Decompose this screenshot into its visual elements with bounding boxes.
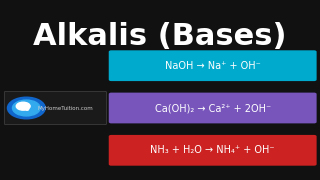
Text: NH₃ + H₂O → NH₄⁺ + OH⁻: NH₃ + H₂O → NH₄⁺ + OH⁻ [150,145,275,155]
FancyBboxPatch shape [109,93,316,123]
Text: Alkalis (Bases): Alkalis (Bases) [33,21,287,51]
FancyBboxPatch shape [109,135,316,166]
Circle shape [7,97,45,119]
Circle shape [16,102,30,110]
FancyBboxPatch shape [109,50,316,81]
FancyBboxPatch shape [4,91,107,125]
Text: 6: 6 [23,103,29,112]
Text: NaOH → Na⁺ + OH⁻: NaOH → Na⁺ + OH⁻ [165,61,260,71]
Text: MyHomeTuition.com: MyHomeTuition.com [38,105,93,111]
Circle shape [12,100,40,116]
Text: Ca(OH)₂ → Ca²⁺ + 2OH⁻: Ca(OH)₂ → Ca²⁺ + 2OH⁻ [155,103,271,113]
